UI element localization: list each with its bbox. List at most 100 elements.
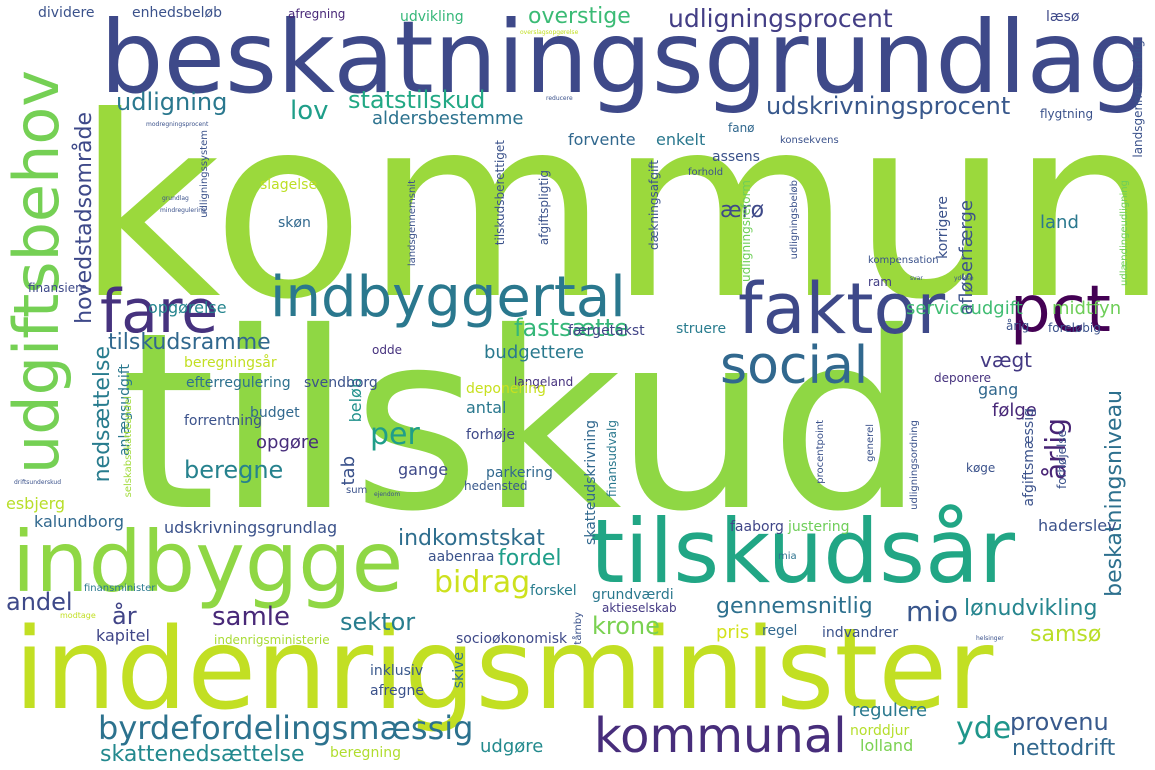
word-indbyggertal: indbyggertal: [270, 265, 626, 330]
word-grundlag: grundlag: [162, 195, 189, 202]
word-aeroe: ærø: [720, 198, 765, 223]
word-forhold: forhold: [688, 167, 724, 178]
word-ejendom: ejendom: [374, 491, 401, 498]
word-indkomstskat: indkomstskat: [398, 526, 545, 551]
word-selskabsskatteandel: selskabsskatteandel: [123, 396, 134, 498]
word-udligningsprocent: udligningsprocent: [668, 4, 893, 33]
word-ram: ram: [868, 275, 892, 289]
word-udvikling: udvikling: [400, 9, 464, 25]
word-justering: justering: [788, 519, 850, 535]
word-afregne: afregne: [370, 683, 424, 699]
word-konsekvens: konsekvens: [780, 135, 839, 146]
word-slagelse: slagelse: [260, 177, 318, 193]
word-parkering: parkering: [486, 465, 553, 481]
word-forhoejelse: forhøjelse: [1055, 430, 1069, 489]
word-krone: krone: [592, 612, 660, 640]
word-aar: år: [112, 602, 137, 630]
word-langeland: langeland: [514, 375, 574, 389]
word-afgiftsmaessig: afgiftsmæssig: [1021, 408, 1037, 507]
word-assens: assens: [712, 149, 760, 165]
word-generel: generel: [865, 424, 876, 462]
word-indbygge: indbygge: [12, 513, 404, 611]
word-faergetakst: færgetakst: [568, 323, 645, 339]
word-norddjur: norddjur: [850, 723, 910, 739]
word-samsoe: samsø: [1030, 622, 1102, 647]
word-helsinger: helsinger: [976, 635, 1004, 642]
word-fordel: fordel: [498, 546, 562, 571]
word-loenudvikling: lønudvikling: [964, 596, 1098, 621]
word-serviceudgift: serviceudgift: [906, 298, 1023, 319]
word-finansudvalg: finansudvalg: [605, 420, 619, 498]
word-aabenraa: aabenraa: [428, 549, 495, 565]
word-landsgennemsnit: landsgennemsnit: [407, 180, 418, 267]
word-modtage: modtage: [60, 611, 96, 620]
word-regulere: regulere: [852, 700, 928, 721]
word-udgoere: udgøre: [480, 736, 544, 757]
word-forhoeje: forhøje: [466, 427, 515, 443]
word-samle: samle: [212, 602, 291, 632]
word-skattenedsaettelse: skattenedsættelse: [100, 742, 305, 767]
word-indenrigsministerie: indenrigsministerie: [214, 633, 330, 647]
word-daekningsafgift: dækningsafgift: [647, 160, 661, 251]
word-beregningsaar: beregningsår: [184, 355, 277, 371]
word-udligningsreform: udligningsreform: [739, 180, 753, 282]
word-per: per: [370, 417, 420, 452]
word-modregningsprocent: modregningsprocent: [146, 121, 209, 128]
word-fanoe: fanø: [728, 121, 755, 135]
word-mio: mio: [906, 595, 959, 628]
word-driftsunderskud: driftsunderskud: [14, 479, 62, 486]
word-svar: svar: [910, 275, 923, 282]
word-provenu: provenu: [1010, 708, 1109, 736]
word-sum: sum: [346, 485, 368, 496]
word-kompensation: kompensation: [868, 255, 939, 266]
word-gennemsnitlig: gennemsnitlig: [716, 594, 873, 619]
word-skatteudskrivning: skatteudskrivning: [583, 420, 599, 545]
word-tilskud: tilskud: [120, 280, 925, 565]
word-opgoerelse: opgørelse: [148, 298, 227, 317]
word-inklusiv: inklusiv: [370, 663, 424, 679]
word-nedsaettelse: nedsættelse: [90, 346, 115, 483]
word-taarnby: tårnby: [573, 612, 584, 645]
word-svendborg: svendborg: [304, 375, 378, 391]
word-foreloebig: foreløbig: [1048, 321, 1101, 335]
word-byrdefordelingsmaessig: byrdefordelingsmæssig: [98, 709, 474, 747]
word-fastsaette: fastsætte: [514, 314, 629, 342]
word-enhedsbeloeb: enhedsbeløb: [132, 5, 222, 21]
word-finansminister: finansminister: [84, 583, 156, 594]
word-mia: mia: [778, 551, 797, 562]
word-forskel: forskel: [530, 583, 577, 599]
word-faktor: faktor: [738, 268, 946, 350]
word-laesoe: læsø: [1046, 9, 1080, 25]
word-aarig: årig: [1006, 319, 1030, 333]
word-land: land: [1040, 212, 1079, 233]
word-finansiere: finansiere: [28, 281, 88, 295]
word-regel: regel: [762, 623, 798, 639]
word-gang: gang: [978, 380, 1019, 399]
word-korrigere: korrigere: [935, 196, 951, 259]
word-struere: struere: [676, 321, 727, 337]
word-overslagsopgoerelse: overslagsopgørelse: [520, 29, 579, 36]
word-indvandrer: indvandrer: [822, 625, 899, 641]
word-statstilskud: statstilskud: [348, 86, 486, 114]
word-udligning: udligning: [116, 88, 228, 116]
word-nettodrift: nettodrift: [1012, 736, 1116, 761]
word-udgiftsbehov: udgiftsbehov: [0, 70, 73, 474]
word-enkelt: enkelt: [656, 130, 706, 149]
word-haderslev: haderslev: [1038, 516, 1117, 535]
word-socioekonomisk: socioøkonomisk: [456, 631, 568, 647]
word-andel: andel: [6, 588, 73, 616]
word-deponere: deponere: [934, 371, 991, 385]
word-udligningssystem: udligningssystem: [199, 130, 210, 218]
word-odde: odde: [372, 343, 402, 357]
word-udligningsordning: udligningsordning: [909, 420, 920, 510]
word-lov: lov: [290, 96, 329, 126]
word-indenrigsminister: indenrigsminister: [14, 605, 994, 735]
word-beregne: beregne: [184, 456, 284, 484]
word-afregning: afregning: [288, 7, 346, 21]
word-tilskudsberettiget: tilskudsberettiget: [493, 140, 507, 246]
word-afloeserfaerge: afløserfærge: [956, 200, 977, 315]
word-antal: antal: [466, 398, 507, 417]
word-beskatningsgrundlag: beskatningsgrundlag: [100, 0, 1152, 116]
word-overstige: overstige: [528, 4, 631, 29]
